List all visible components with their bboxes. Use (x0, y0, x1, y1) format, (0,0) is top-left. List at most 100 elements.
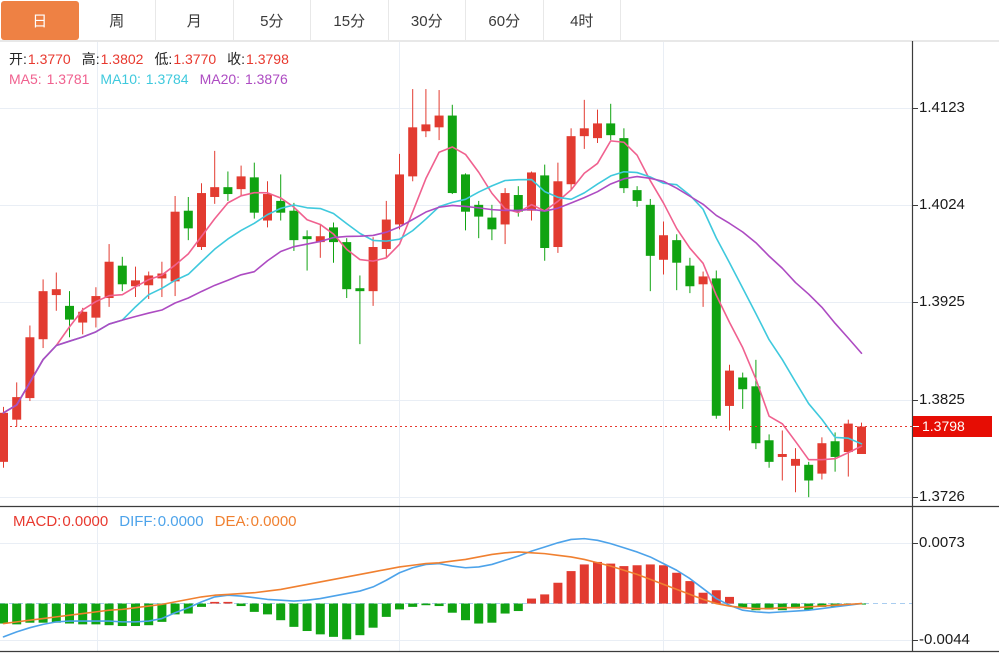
tab-15min[interactable]: 15分 (311, 0, 389, 40)
macd-histogram-bar (355, 603, 365, 636)
candle-body (302, 236, 312, 240)
macd-histogram-bar (725, 596, 734, 604)
macd-histogram-bar (144, 603, 154, 626)
candle-body (38, 291, 48, 340)
candle-body (791, 458, 800, 466)
ohlc-close: 收:1.3798 (227, 49, 289, 69)
candle-body (395, 174, 404, 225)
candle-body (764, 440, 774, 462)
candle-body (685, 265, 695, 287)
ohlc-readout: 开:1.3770 高:1.3802 低:1.3770 收:1.3798 (9, 49, 289, 69)
macd-histogram-bar (0, 603, 8, 624)
candle-body (236, 176, 246, 190)
macd-histogram-bar (170, 603, 180, 615)
macd-histogram-bar (500, 603, 510, 614)
candle-body (315, 236, 325, 243)
macd-histogram-bar (289, 603, 299, 627)
macd-histogram-bar (566, 571, 576, 604)
macd-histogram-bar (342, 603, 352, 640)
ma5-line (2, 140, 863, 461)
macd-histogram-bar (91, 603, 101, 625)
macd-histogram-bar (12, 603, 22, 625)
candle-body (579, 128, 589, 137)
macd-histogram-bar (540, 594, 550, 604)
tab-day[interactable]: 日 (1, 1, 79, 40)
macd-histogram-bar (527, 598, 536, 604)
ohlc-low: 低:1.3770 (154, 49, 216, 69)
macd-histogram-bar (223, 601, 233, 604)
candle-body (804, 464, 814, 481)
candle-body (91, 296, 101, 318)
candle-body (131, 280, 140, 287)
macd-histogram-bar (777, 603, 787, 611)
macd-histogram-bar (513, 603, 523, 612)
tab-month[interactable]: 月 (156, 0, 234, 40)
low-value: 1.3770 (173, 51, 217, 67)
candle-body (817, 443, 827, 474)
candle-body (711, 278, 721, 416)
price-axis-label: 1.4123 (919, 99, 965, 116)
macd-histogram-bar (817, 603, 827, 607)
ma20-value: 1.3876 (244, 71, 288, 87)
candle-body (276, 200, 286, 213)
candle-body (777, 454, 787, 457)
candle-body (263, 194, 272, 221)
macd-histogram-bar (368, 603, 378, 628)
macd-histogram-bar (263, 603, 272, 615)
macd-histogram-bar (632, 565, 642, 604)
candle-body (355, 288, 365, 292)
dea-label: DEA: (214, 513, 250, 530)
candle-body (553, 181, 563, 248)
ma5-label: MA5: (9, 71, 42, 87)
candle-body (513, 195, 523, 212)
tab-4hour[interactable]: 4时 (543, 0, 621, 40)
candle-body (738, 377, 748, 390)
macd-histogram-bar (685, 581, 695, 604)
diff-value-readout: DIFF:0.0000 (119, 513, 203, 530)
macd-histogram-bar (236, 603, 246, 607)
tab-5min[interactable]: 5分 (233, 0, 311, 40)
candle-body (698, 276, 708, 285)
candle-body (408, 127, 418, 177)
candle-body (593, 123, 602, 139)
tab-30min[interactable]: 30分 (388, 0, 466, 40)
macd-histogram-bar (487, 603, 497, 623)
macd-value: 0.0000 (62, 513, 109, 530)
candle-body (421, 124, 431, 132)
candle-body (342, 242, 352, 290)
macd-histogram-bar (461, 603, 470, 621)
macd-histogram-bar (197, 603, 206, 607)
badge-tick (913, 426, 919, 428)
macd-histogram-bar (104, 603, 114, 626)
macd-histogram-bar (791, 603, 800, 609)
macd-histogram-bar (131, 603, 140, 627)
tab-week[interactable]: 周 (78, 0, 156, 40)
macd-value-readout: MACD:0.0000 (13, 513, 108, 530)
ma10-line (2, 170, 863, 445)
candle-body (12, 397, 22, 420)
macd-histogram-bar (65, 603, 74, 624)
ma5-value: 1.3781 (46, 71, 90, 87)
dea-line (2, 551, 863, 625)
macd-histogram-bar (249, 603, 259, 612)
ma20-readout: MA20: 1.3876 (200, 71, 288, 87)
candle-body (183, 210, 193, 229)
ohlc-open: 开:1.3770 (9, 49, 71, 69)
price-axis-label: 1.3925 (919, 293, 965, 310)
macd-histogram-bar (117, 603, 127, 627)
current-price-value: 1.3798 (922, 418, 965, 435)
macd-histogram-bar (606, 563, 616, 604)
candle-body (381, 219, 391, 249)
current-price-badge: 1.3798 (913, 416, 992, 438)
macd-histogram-bar (38, 603, 48, 623)
candle-body (606, 123, 616, 136)
candle-body (632, 190, 642, 201)
candle-body (645, 204, 655, 256)
ma10-readout: MA10: 1.3784 (100, 71, 188, 87)
dea-value: 0.0000 (250, 513, 297, 530)
candle-body (197, 193, 206, 248)
macd-histogram-bar (329, 603, 338, 637)
candle-body (857, 426, 866, 455)
tab-60min[interactable]: 60分 (466, 0, 544, 40)
